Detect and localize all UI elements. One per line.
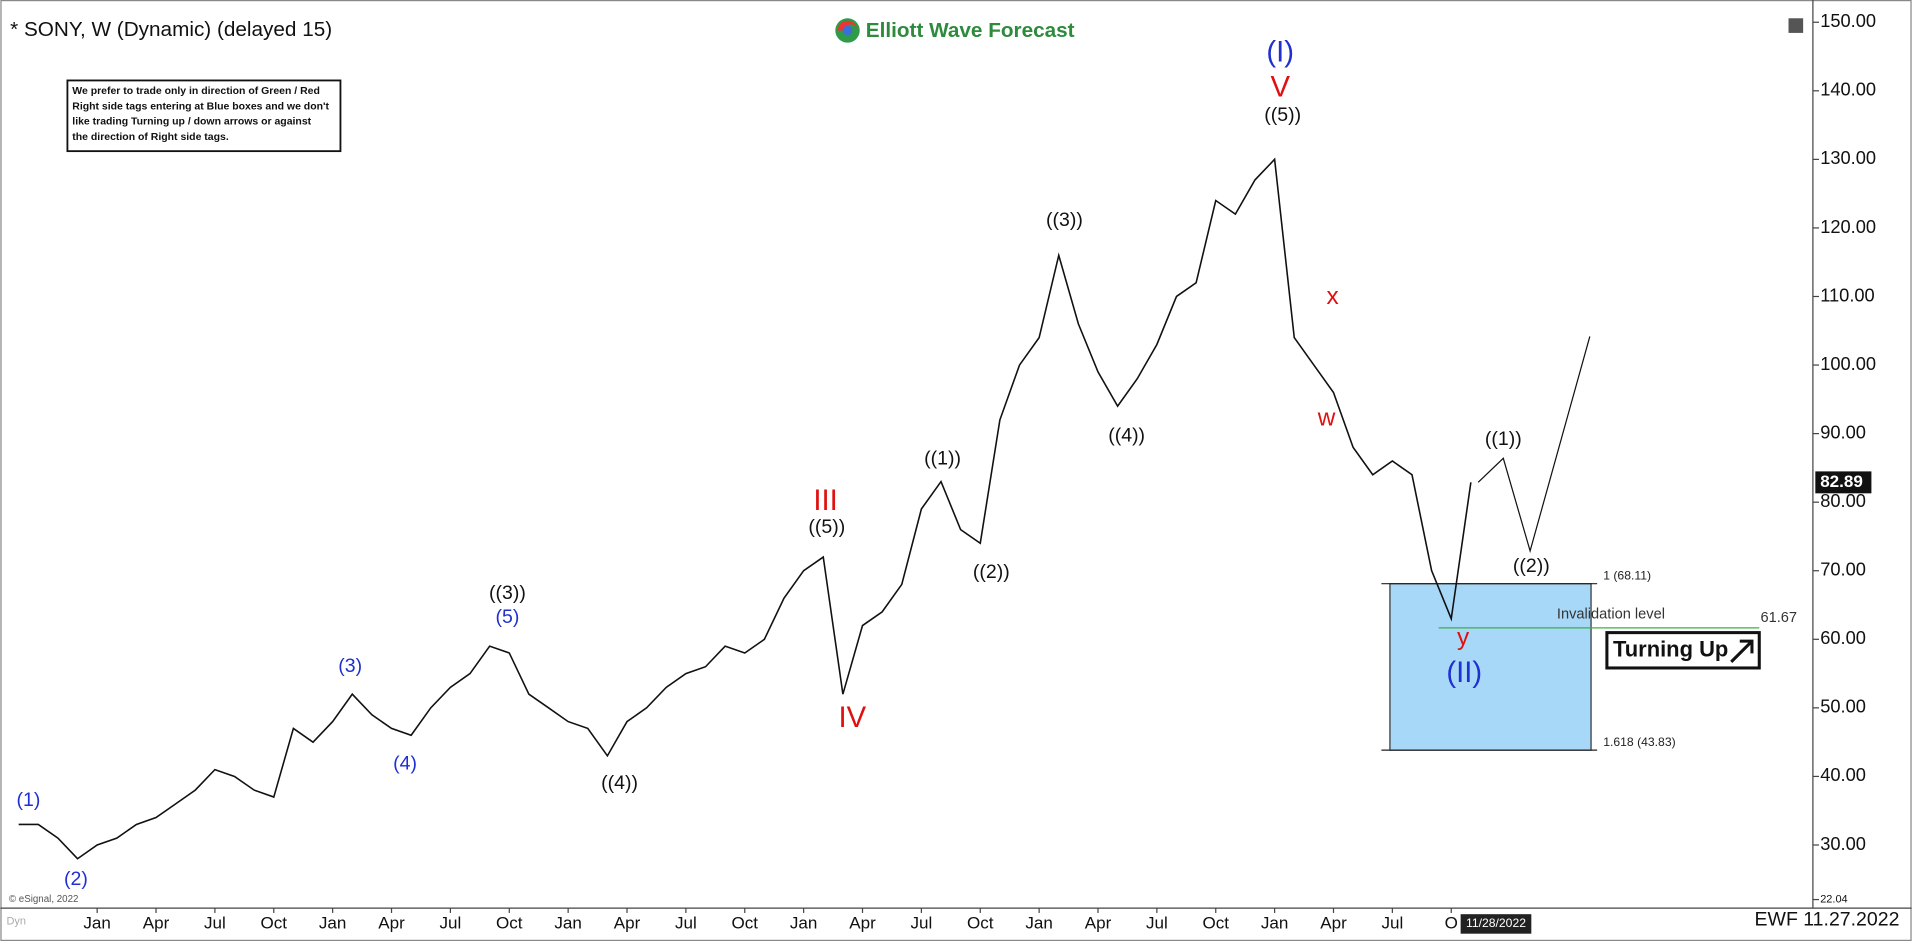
- y-tick-label: 110.00: [1820, 284, 1875, 305]
- x-tick-label: Jan: [83, 913, 111, 932]
- y-tick-label: 50.00: [1820, 696, 1866, 717]
- signal-box: [1605, 631, 1761, 670]
- x-tick-label: Jul: [1381, 913, 1403, 932]
- wave-label: IV: [839, 702, 867, 734]
- wave-label: ((3)): [489, 582, 526, 604]
- y-tick-label: 90.00: [1820, 421, 1866, 442]
- price-line: [18, 157, 1472, 860]
- wave-label: (2): [64, 868, 88, 890]
- y-tick-label: 70.00: [1820, 559, 1866, 580]
- x-tick-label: Jan: [1025, 913, 1053, 932]
- y-tick-label: 100.00: [1820, 353, 1876, 374]
- wave-label: ((4)): [601, 772, 638, 794]
- x-tick-label: Apr: [849, 913, 876, 932]
- wave-label: (1): [16, 789, 40, 811]
- y-tick-label: 120.00: [1820, 216, 1876, 237]
- wave-label: (II): [1446, 657, 1482, 689]
- wave-label: w: [1317, 405, 1336, 432]
- wave-label: (5): [496, 606, 520, 628]
- wave-label: ((5)): [1264, 104, 1301, 126]
- invalidation-label: Invalidation level: [1557, 606, 1665, 622]
- price-tag-box: [1815, 471, 1872, 494]
- invalidation-value: 61.67: [1760, 610, 1797, 626]
- x-tick-label: Oct: [496, 913, 523, 932]
- x-tick-label: O: [1445, 913, 1458, 932]
- window-button[interactable]: [1788, 18, 1804, 33]
- logo-swirl: [837, 20, 858, 31]
- x-tick-label: Apr: [614, 913, 641, 932]
- wave-label: V: [1270, 72, 1290, 104]
- note-box: [66, 79, 342, 153]
- x-tick-label: Jul: [910, 913, 932, 932]
- y-tick-label: 80.00: [1820, 490, 1866, 511]
- y-tick-label: 130.00: [1820, 147, 1876, 168]
- zone-bottom-label: 1.618 (43.83): [1603, 735, 1675, 749]
- copyright: © eSignal, 2022: [9, 894, 79, 905]
- logo-text: Elliott Wave Forecast: [866, 19, 1075, 42]
- x-tick-label: Apr: [1085, 913, 1112, 932]
- wave-label: y: [1457, 624, 1470, 651]
- wave-label: ((1)): [924, 448, 961, 470]
- projection: [1477, 336, 1591, 554]
- logo: Elliott Wave Forecast: [835, 18, 1075, 43]
- y-tick-label: 140.00: [1820, 79, 1876, 100]
- y-tick-label: 22.04: [1820, 893, 1847, 905]
- signal-text: Turning Up: [1613, 637, 1728, 662]
- x-tick-label: Jul: [1146, 913, 1168, 932]
- mode-tag: Dyn: [6, 915, 26, 927]
- x-tick-label: Apr: [378, 913, 405, 932]
- wave-label: (3): [338, 655, 362, 677]
- y-tick-label: 30.00: [1820, 833, 1866, 854]
- x-tick-label: Oct: [967, 913, 994, 932]
- wave-label: ((1)): [1485, 428, 1522, 450]
- chart-title: * SONY, W (Dynamic) (delayed 15): [10, 18, 332, 41]
- signal-arrow: [1730, 639, 1754, 663]
- note-line: the direction of Right side tags.: [72, 132, 229, 143]
- wave-label: III: [813, 485, 837, 517]
- x-tick-label: Jul: [439, 913, 461, 932]
- x-tick-label: Jul: [204, 913, 226, 932]
- x-tick-label: Oct: [1202, 913, 1229, 932]
- wave-label: ((3)): [1046, 209, 1083, 231]
- target-zone: [1389, 583, 1592, 751]
- date-tag: 11/28/2022: [1466, 916, 1526, 930]
- note-line: We prefer to trade only in direction of …: [72, 86, 320, 97]
- price-tag: 82.89: [1820, 472, 1863, 491]
- wave-label: ((2)): [973, 561, 1010, 583]
- note-line: Right side tags entering at Blue boxes a…: [72, 101, 329, 112]
- wave-label: ((5)): [808, 516, 845, 538]
- x-tick-label: Jan: [1261, 913, 1289, 932]
- wave-label: ((2)): [1513, 555, 1550, 577]
- wave-label: (4): [393, 752, 417, 774]
- y-tick-label: 40.00: [1820, 764, 1866, 785]
- note-line: like trading Turning up / down arrows or…: [72, 117, 311, 128]
- wave-label: ((4)): [1108, 425, 1145, 447]
- wave-label: x: [1327, 283, 1339, 310]
- x-tick-label: Apr: [1320, 913, 1347, 932]
- x-tick-label: Jan: [319, 913, 346, 932]
- date-tag-box: [1460, 914, 1532, 934]
- y-tick-label: 60.00: [1820, 627, 1866, 648]
- x-tick-label: Jul: [675, 913, 697, 932]
- wave-label: (I): [1266, 36, 1294, 68]
- x-tick-label: Oct: [731, 913, 758, 932]
- x-tick-label: Apr: [143, 913, 170, 932]
- y-tick-label: 150.00: [1820, 10, 1876, 31]
- x-tick-label: Oct: [261, 913, 288, 932]
- footer: EWF 11.27.2022: [1755, 908, 1900, 930]
- x-tick-label: Jan: [554, 913, 582, 932]
- x-tick-label: Jan: [790, 913, 818, 932]
- zone-top-label: 1 (68.11): [1603, 569, 1651, 583]
- logo-dot: [842, 25, 853, 36]
